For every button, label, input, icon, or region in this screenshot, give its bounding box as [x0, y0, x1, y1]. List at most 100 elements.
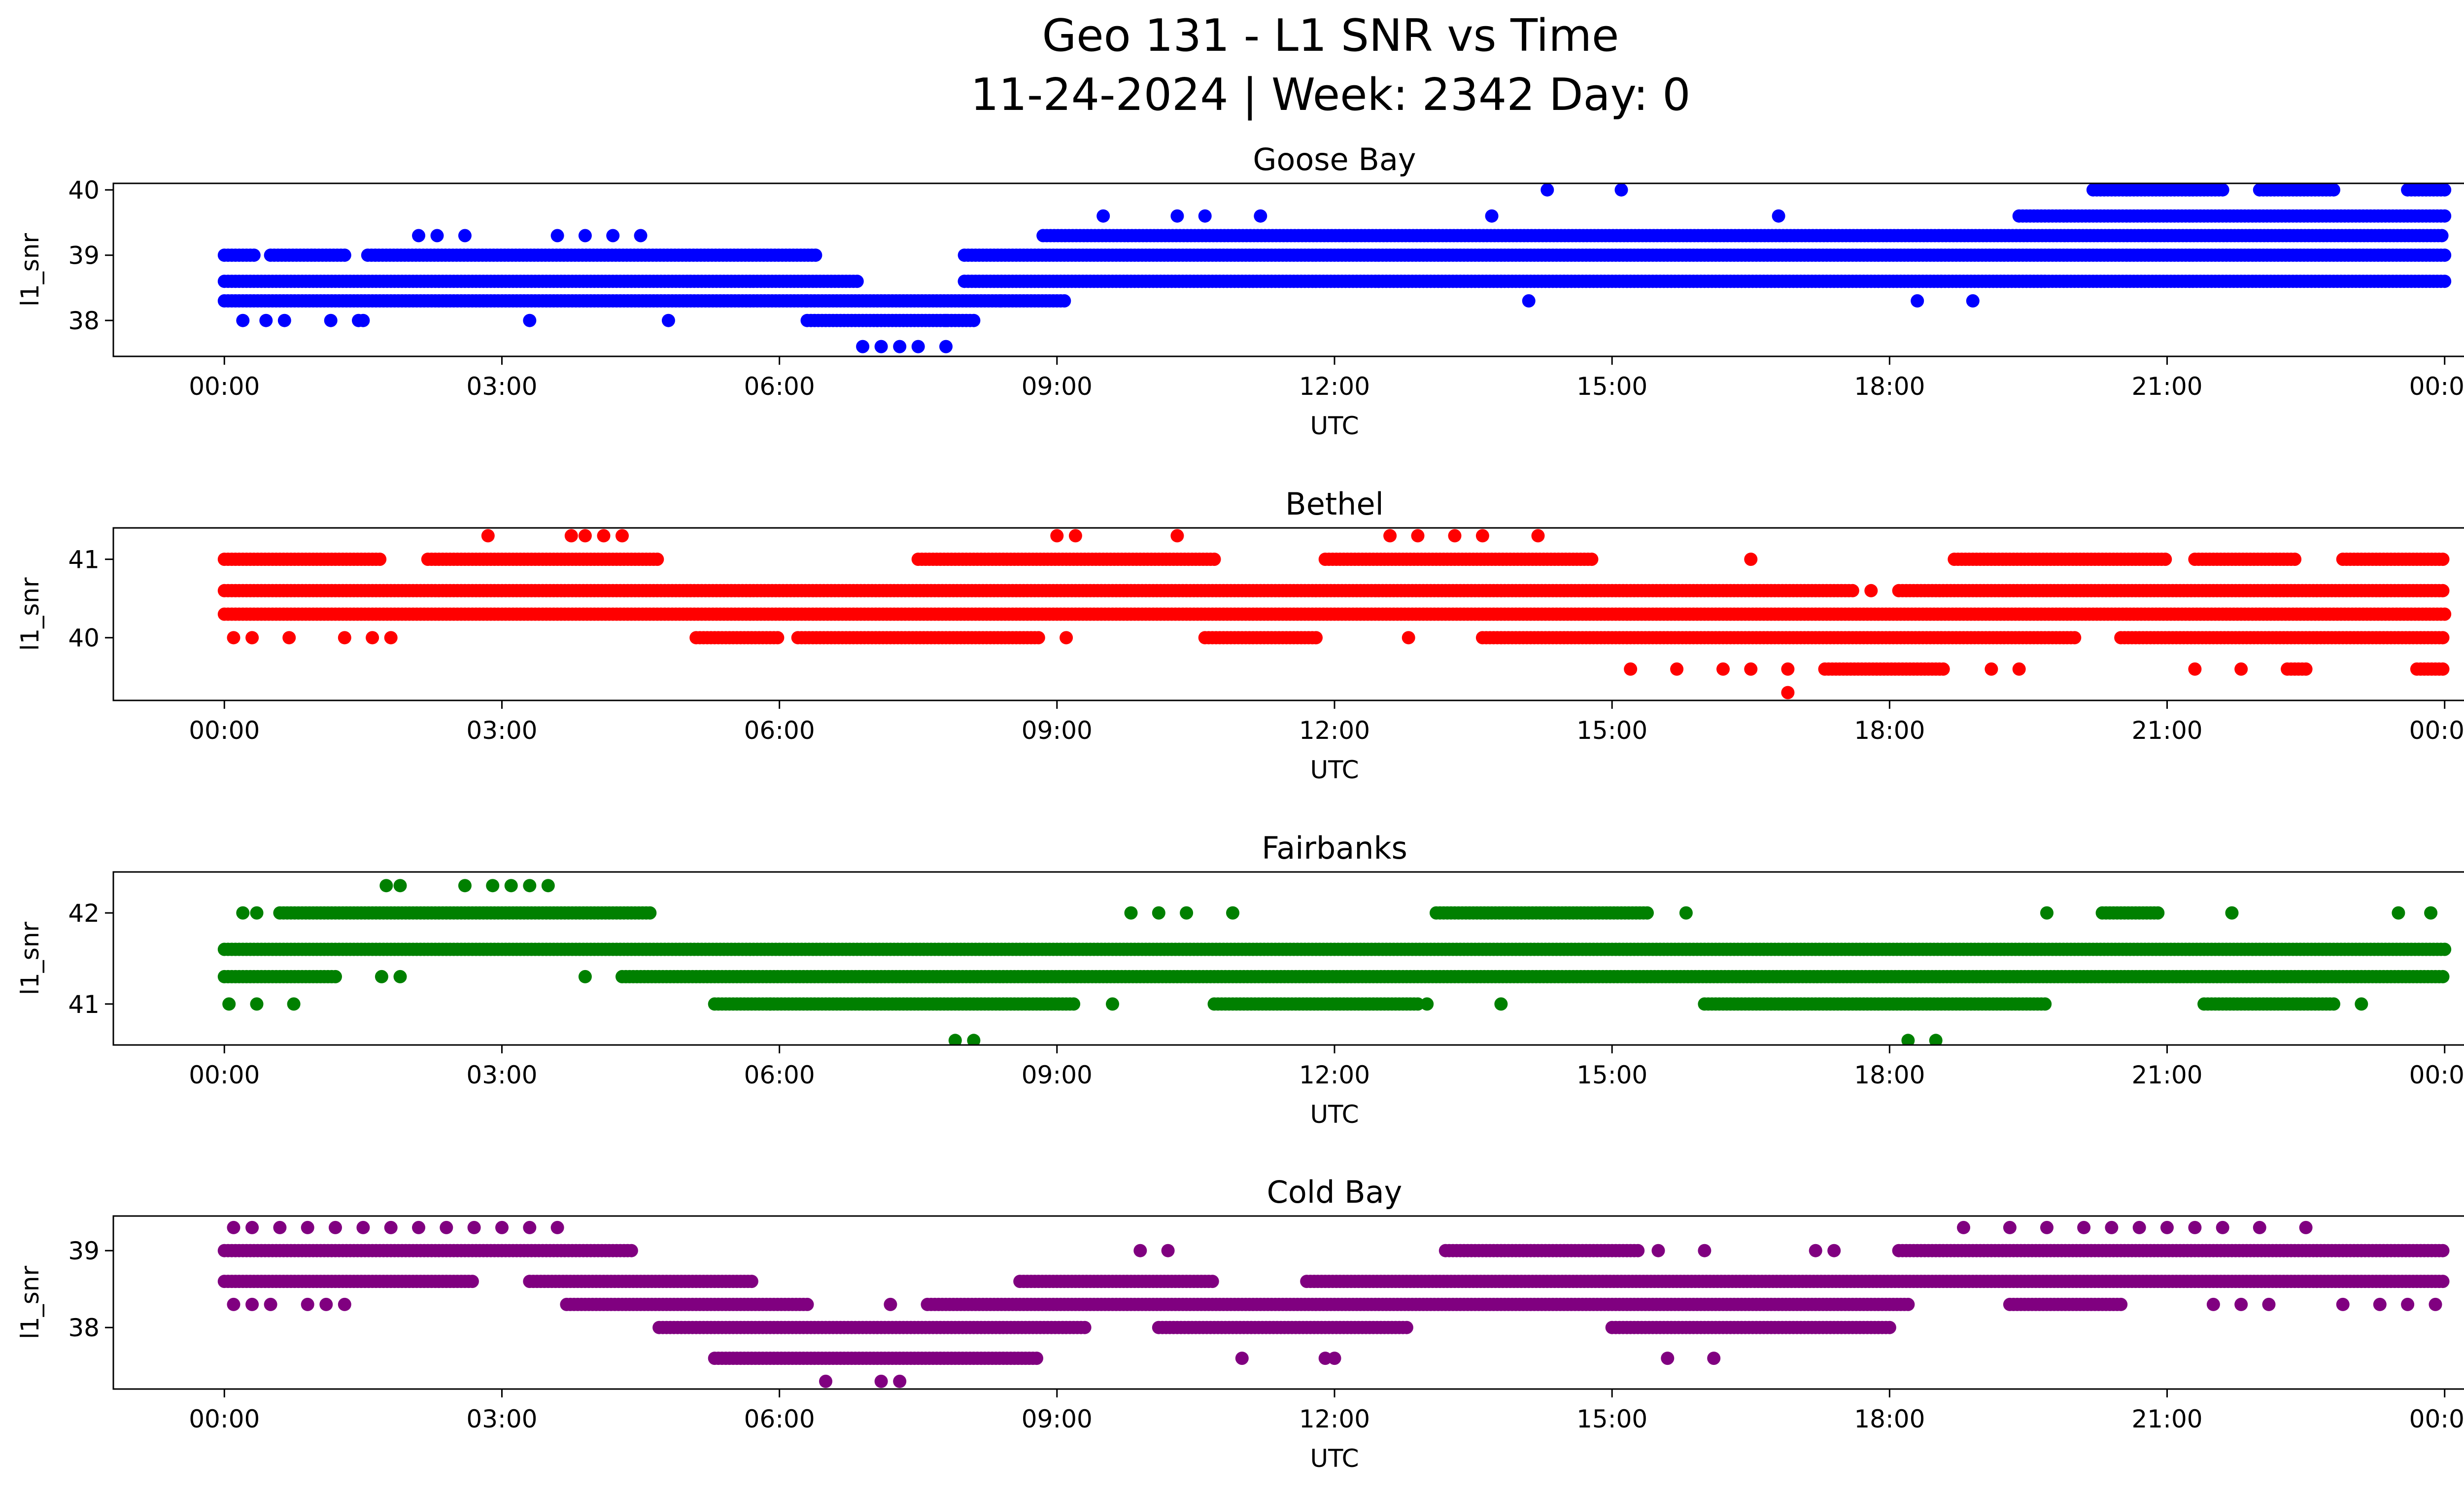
data-point: [373, 553, 387, 566]
x-tick-label: 18:00: [1854, 716, 1925, 745]
x-axis-label: UTC: [1310, 756, 1359, 784]
data-point: [1781, 662, 1795, 676]
data-point: [458, 229, 472, 243]
data-point: [578, 529, 592, 543]
data-point: [856, 340, 870, 353]
data-point: [1309, 631, 1323, 645]
x-tick-label: 09:00: [1022, 372, 1093, 401]
x-tick-label: 21:00: [2131, 372, 2202, 401]
data-point: [2435, 229, 2449, 243]
data-point: [2188, 662, 2202, 676]
x-tick-label: 09:00: [1022, 716, 1093, 745]
x-tick-label: 00:00: [2409, 716, 2464, 745]
data-point: [1540, 183, 1554, 197]
data-point: [1716, 662, 1730, 676]
data-point: [2436, 584, 2450, 597]
data-point: [523, 313, 537, 327]
data-point: [1096, 209, 1110, 223]
x-tick-label: 15:00: [1576, 372, 1647, 401]
x-axis-label: UTC: [1310, 412, 1359, 440]
data-point: [1198, 209, 1212, 223]
data-point: [2438, 209, 2452, 223]
data-point: [893, 340, 907, 353]
data-point: [1522, 294, 1536, 308]
data-point: [430, 229, 444, 243]
data-point: [1624, 662, 1638, 676]
data-point: [1475, 529, 1489, 543]
data-points: [217, 529, 2452, 699]
data-point: [236, 313, 250, 327]
data-point: [259, 313, 273, 327]
data-point: [1050, 529, 1064, 543]
data-point: [338, 248, 351, 262]
data-point: [1411, 529, 1425, 543]
axes-frame: [112, 182, 2464, 357]
data-point: [245, 631, 259, 645]
data-point: [2158, 553, 2172, 566]
y-tick-label: 40: [68, 176, 100, 205]
data-point: [1585, 553, 1599, 566]
data-point: [1402, 631, 1415, 645]
data-point: [1985, 662, 1998, 676]
data-point: [2327, 183, 2340, 197]
y-axis-label: l1_snr: [16, 233, 44, 307]
data-point: [1966, 294, 1980, 308]
data-point: [1936, 662, 1950, 676]
data-point: [1772, 209, 1785, 223]
data-point: [412, 229, 425, 243]
chart-title-line2: 11-24-2024 | Week: 2342 Day: 0: [970, 69, 1690, 121]
data-point: [1744, 662, 1758, 676]
x-tick-label: 03:00: [466, 372, 537, 401]
data-point: [1170, 529, 1184, 543]
data-point: [771, 631, 785, 645]
data-point: [1781, 686, 1795, 699]
data-point: [578, 229, 592, 243]
x-tick-label: 15:00: [1576, 716, 1647, 745]
x-tick-label: 06:00: [744, 372, 815, 401]
data-point: [384, 631, 398, 645]
data-points: [217, 879, 2452, 1045]
data-point: [1614, 183, 1628, 197]
x-tick-label: 03:00: [466, 716, 537, 745]
data-point: [1254, 209, 1267, 223]
data-point: [1864, 584, 1878, 597]
panel-title: Goose Bay: [1253, 141, 1416, 177]
y-axis-label: l1_snr: [16, 577, 44, 651]
data-point: [366, 631, 379, 645]
data-point: [1531, 529, 1545, 543]
data-point: [2438, 275, 2452, 288]
data-point: [1670, 662, 1684, 676]
x-tick-label: 21:00: [2131, 716, 2202, 745]
data-point: [247, 248, 261, 262]
panels-group: Goose Bay 00:00 03:00 06:00 09:00 12:00 15:00 1…: [16, 141, 2464, 1473]
data-point: [2438, 607, 2452, 621]
x-tick-label: 12:00: [1299, 372, 1370, 401]
data-point: [939, 340, 953, 353]
data-point: [911, 340, 925, 353]
data-point: [1207, 553, 1221, 566]
data-point: [2234, 662, 2248, 676]
data-point: [650, 553, 664, 566]
data-point: [1060, 631, 1073, 645]
data-point: [661, 313, 675, 327]
data-point: [227, 631, 240, 645]
chart-title-line1: Geo 131 - L1 SNR vs Time: [1042, 10, 1619, 62]
x-tick-label: 00:00: [189, 716, 260, 745]
data-point: [282, 631, 296, 645]
x-tick-label: 00:00: [189, 372, 260, 401]
data-point: [1485, 209, 1499, 223]
data-point: [2299, 662, 2313, 676]
y-tick-label: 38: [68, 307, 100, 335]
data-point: [2438, 183, 2452, 197]
data-point: [338, 631, 351, 645]
data-point: [2438, 248, 2452, 262]
data-point: [564, 529, 578, 543]
data-point: [967, 313, 981, 327]
data-point: [2438, 942, 2452, 956]
data-point: [616, 529, 629, 543]
data-point: [2436, 631, 2450, 645]
data-point: [1068, 529, 1082, 543]
